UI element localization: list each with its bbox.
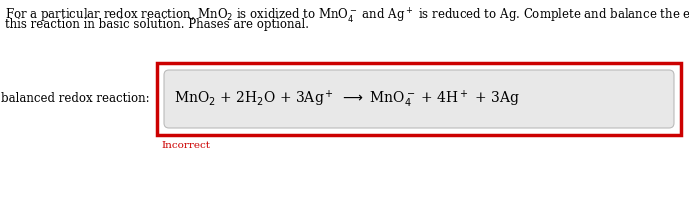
Text: Incorrect: Incorrect bbox=[161, 141, 210, 150]
FancyBboxPatch shape bbox=[157, 63, 681, 135]
Text: this reaction in basic solution. Phases are optional.: this reaction in basic solution. Phases … bbox=[5, 18, 309, 31]
FancyBboxPatch shape bbox=[164, 70, 674, 128]
Text: For a particular redox reaction, MnO$_2$ is oxidized to MnO$_4^-$ and Ag$^+$ is : For a particular redox reaction, MnO$_2$… bbox=[5, 6, 689, 25]
Text: balanced redox reaction:: balanced redox reaction: bbox=[1, 93, 150, 105]
Text: MnO$_2$ + 2H$_2$O + 3Ag$^+$ $\longrightarrow$ MnO$_4^-$ + 4H$^+$ + 3Ag: MnO$_2$ + 2H$_2$O + 3Ag$^+$ $\longrighta… bbox=[174, 88, 520, 110]
